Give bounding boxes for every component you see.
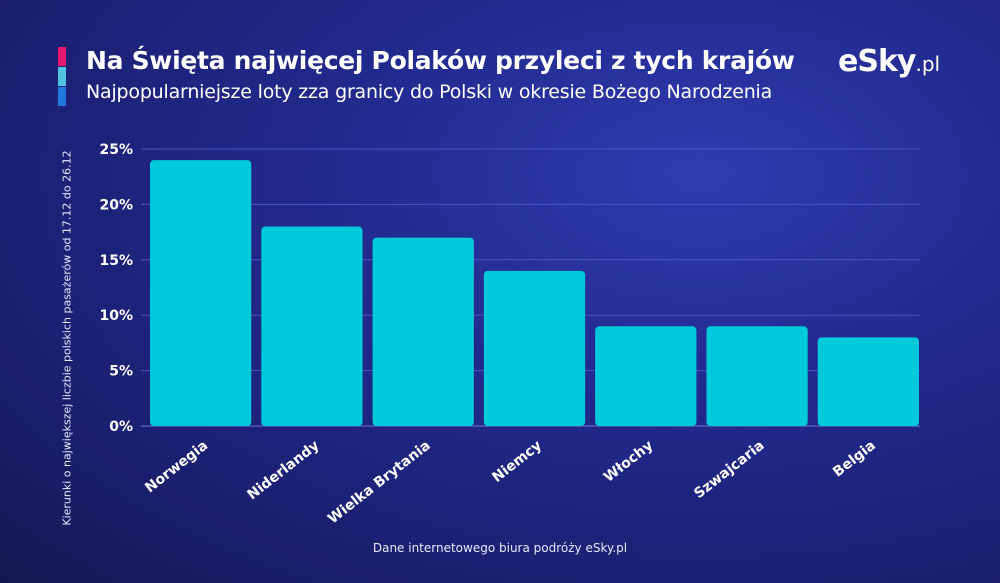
y-tick-label: 20% bbox=[99, 197, 133, 213]
bar bbox=[150, 160, 252, 426]
x-tick-label: Belgia bbox=[830, 438, 879, 481]
y-tick-label: 10% bbox=[99, 308, 133, 324]
x-tick-label: Niderlandy bbox=[245, 438, 323, 504]
bar bbox=[706, 326, 808, 426]
logo-tld-text: .pl bbox=[915, 52, 941, 76]
chart-title: Na Święta najwięcej Polaków przyleci z t… bbox=[86, 46, 795, 75]
bar bbox=[595, 326, 697, 426]
esky-logo: eSky.pl bbox=[838, 44, 940, 79]
bar bbox=[817, 337, 919, 426]
accent-bar-cyan bbox=[58, 67, 66, 86]
accent-bar-blue bbox=[58, 87, 66, 106]
y-tick-label: 5% bbox=[109, 364, 133, 380]
chart-subtitle: Najpopularniejsze loty zza granicy do Po… bbox=[86, 81, 773, 103]
source-note: Dane internetowego biura podróży eSky.pl bbox=[372, 541, 628, 555]
bar bbox=[372, 237, 474, 426]
x-tick-label: Włochy bbox=[601, 438, 656, 486]
y-tick-label: 0% bbox=[109, 419, 133, 435]
accent-bar-pink bbox=[58, 47, 66, 66]
logo-main-text: eSky bbox=[838, 44, 916, 79]
x-tick-label: Wielka Brytania bbox=[325, 438, 434, 528]
bar bbox=[483, 270, 586, 426]
x-tick-label: Szwajcaria bbox=[691, 438, 767, 503]
y-tick-label: 15% bbox=[99, 253, 133, 269]
y-tick-label: 25% bbox=[99, 142, 133, 158]
x-tick-label: Niemcy bbox=[489, 438, 545, 486]
x-tick-label: Norwegia bbox=[142, 438, 211, 497]
bar bbox=[261, 226, 363, 426]
